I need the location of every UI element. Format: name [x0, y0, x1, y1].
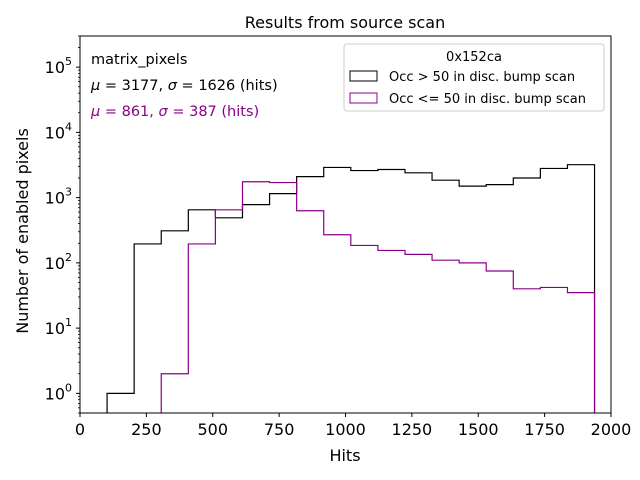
bin-occ-le-50-11	[378, 250, 405, 413]
series-outline-occ-gt-50	[106, 164, 596, 413]
x-tick-label-1750: 1750	[524, 420, 565, 439]
bin-occ-gt-50-11	[378, 169, 405, 413]
bin-occ-le-50-17	[540, 287, 567, 413]
bin-occ-gt-50-7	[270, 194, 297, 413]
bin-occ-gt-50-1	[107, 393, 134, 413]
bin-occ-gt-50-16	[513, 178, 540, 413]
x-tick-label-1250: 1250	[392, 420, 433, 439]
stats-2-sigma: 387	[189, 104, 217, 120]
bin-occ-le-50-15	[486, 271, 513, 413]
series-occ-gt-50	[106, 164, 596, 413]
stats-1-mu: 3177	[122, 78, 159, 94]
legend-box	[343, 43, 605, 112]
y-tick-label-5: 105	[45, 55, 72, 77]
bin-occ-le-50-14	[459, 263, 486, 413]
x-tick-label-2000: 2000	[591, 420, 632, 439]
bin-occ-gt-50-18	[567, 165, 594, 413]
stats-1-unit: (hits)	[240, 78, 278, 94]
bin-occ-le-50-18	[567, 293, 594, 413]
legend-entry-occ-le-50: Occ <= 50 in disc. bump scan	[389, 92, 586, 107]
bin-occ-le-50-6	[242, 182, 269, 413]
bin-occ-le-50-10	[351, 245, 378, 413]
bin-occ-le-50-3	[161, 374, 188, 413]
bin-occ-gt-50-2	[134, 244, 161, 413]
bin-occ-gt-50-3	[161, 231, 188, 413]
bin-occ-gt-50-5	[215, 218, 242, 413]
x-tick-label-250: 250	[131, 420, 162, 439]
x-tick-label-1500: 1500	[458, 420, 499, 439]
y-tick-label-3: 103	[45, 186, 72, 208]
bin-occ-gt-50-8	[297, 177, 324, 413]
legend-swatch-occ-gt-50	[349, 70, 378, 82]
bin-occ-gt-50-13	[432, 180, 459, 413]
series-layer	[106, 164, 596, 413]
stats-line-2: μ = 861, σ = 387 (hits)	[90, 104, 259, 120]
series-outline-occ-le-50	[160, 181, 596, 413]
stats-line-1: μ = 3177, σ = 1626 (hits)	[90, 78, 278, 94]
x-axis-ticks: 0 250 500 750 1000 1250 1500 1750 2000	[75, 413, 631, 439]
stats-1-sigma: 1626	[198, 78, 235, 94]
bin-occ-gt-50-15	[486, 185, 513, 413]
x-axis-label: Hits	[329, 446, 360, 465]
bin-occ-gt-50-4	[188, 210, 215, 413]
y-axis-label: Number of enabled pixels	[13, 128, 32, 334]
bin-occ-gt-50-17	[540, 168, 567, 413]
bin-occ-le-50-12	[405, 254, 432, 413]
x-tick-label-750: 750	[264, 420, 295, 439]
x-tick-label-500: 500	[197, 420, 228, 439]
bin-occ-le-50-9	[324, 235, 351, 413]
stats-2-unit: (hits)	[221, 104, 259, 120]
bin-occ-le-50-7	[270, 183, 297, 413]
legend: 0x152ca Occ > 50 in disc. bump scan Occ …	[343, 43, 605, 112]
y-tick-label-1: 101	[45, 316, 72, 338]
stats-2-mu: 861	[122, 104, 150, 120]
bin-occ-le-50-16	[513, 289, 540, 413]
bin-occ-gt-50-12	[405, 173, 432, 413]
bin-occ-gt-50-9	[324, 167, 351, 413]
y-tick-label-2: 102	[45, 251, 72, 273]
chart-title: Results from source scan	[245, 13, 445, 32]
matrix-label: matrix_pixels	[91, 52, 187, 68]
legend-swatch-occ-le-50	[349, 92, 378, 104]
x-tick-label-0: 0	[75, 420, 85, 439]
y-tick-label-0: 100	[45, 381, 72, 403]
bin-occ-le-50-8	[297, 211, 324, 413]
bin-occ-le-50-4	[188, 244, 215, 413]
y-axis-ticks: 100 101 102 103 104 105	[45, 35, 80, 414]
bin-occ-gt-50-14	[459, 186, 486, 413]
bin-occ-gt-50-6	[242, 205, 269, 413]
bin-occ-gt-50-10	[351, 171, 378, 413]
series-occ-le-50	[160, 181, 596, 413]
x-tick-label-1000: 1000	[325, 420, 366, 439]
bin-occ-le-50-13	[432, 260, 459, 413]
y-tick-label-4: 104	[45, 120, 72, 142]
legend-title: 0x152ca	[446, 50, 502, 65]
legend-entry-occ-gt-50: Occ > 50 in disc. bump scan	[389, 70, 575, 85]
bin-occ-le-50-5	[215, 210, 242, 413]
